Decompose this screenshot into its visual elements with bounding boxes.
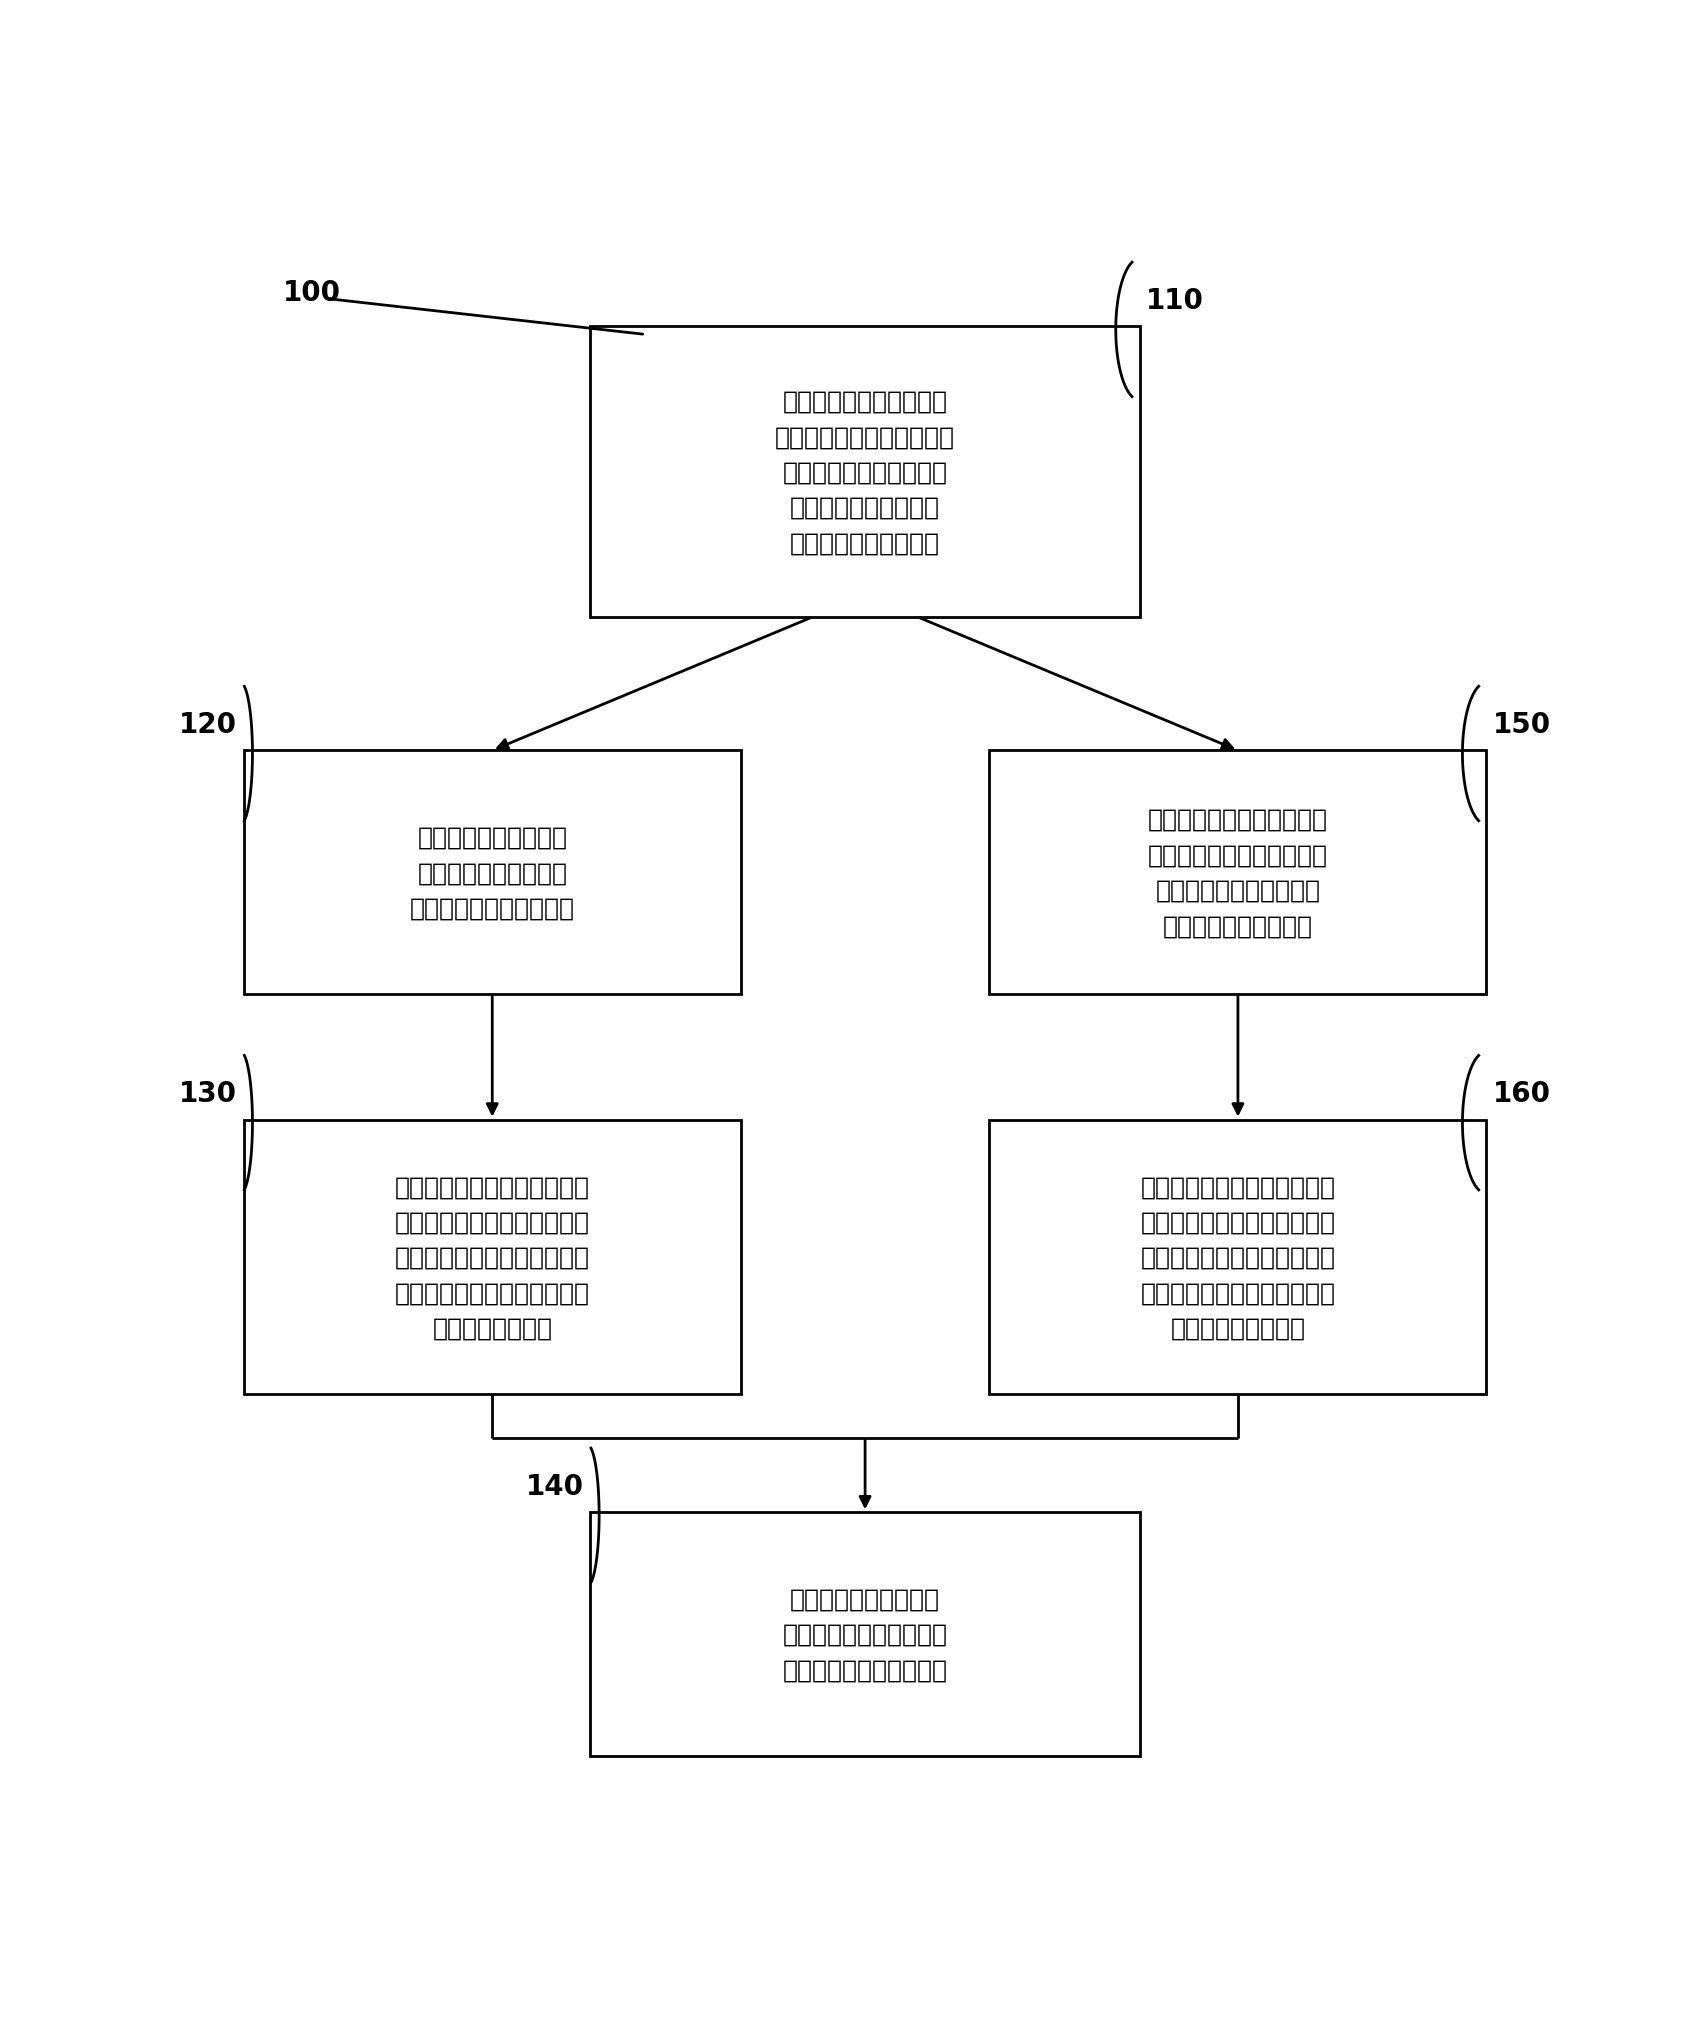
Text: 150: 150 — [1494, 710, 1551, 738]
Bar — [243, 1119, 741, 1395]
Text: 140: 140 — [527, 1472, 584, 1501]
Bar — [591, 326, 1139, 618]
Text: 160: 160 — [1494, 1079, 1551, 1107]
Bar — [591, 1513, 1139, 1756]
Text: 在包含两个基因组的混合
物的样品（例如母体样品）
中获得针对一个感兴趣的
染色体以及针对多个归
一化染色体的序列标签: 在包含两个基因组的混合 物的样品（例如母体样品） 中获得针对一个感兴趣的 染色体… — [775, 389, 955, 555]
Text: 130: 130 — [179, 1079, 236, 1107]
Text: 计算针对一个感兴趣的染色
体的一个第一归一化值以及
针对一个第一归一化染色
体的一个第二归一化值: 计算针对一个感兴趣的染色 体的一个第一归一化值以及 针对一个第一归一化染色 体的… — [1148, 807, 1328, 938]
Text: 将针对该感兴趣的染色体的第
一归一化值与一个第一阈值进
行比较并且将针对该感兴趣的
染色体的第二归一化值与一个
第二阈值进行比较: 将针对该感兴趣的染色体的第 一归一化值与一个第一阈值进 行比较并且将针对该感兴趣… — [395, 1174, 589, 1340]
Text: 确定并且验证存在或不
存在针对该感兴趣的染色
体的一种染色体非整倍性: 确定并且验证存在或不 存在针对该感兴趣的染色 体的一种染色体非整倍性 — [783, 1586, 947, 1682]
Text: 110: 110 — [1146, 287, 1204, 314]
Bar — [243, 750, 741, 995]
Text: 120: 120 — [179, 710, 236, 738]
Bar — [989, 750, 1487, 995]
Text: 计算针对一个感兴趣的
染色体的一个第一归一
化值和一个第二归一化值: 计算针对一个感兴趣的 染色体的一个第一归一 化值和一个第二归一化值 — [410, 826, 574, 920]
Bar — [989, 1119, 1487, 1395]
Text: 将针对该感兴趣的染色体的第
一归一化值与一个第一阈值进
行比较并且将针对该第一归一
化染色体的第二归一化值与一
个第二阈值进行比较: 将针对该感兴趣的染色体的第 一归一化值与一个第一阈值进 行比较并且将针对该第一归… — [1141, 1174, 1335, 1340]
Text: 100: 100 — [284, 279, 341, 308]
